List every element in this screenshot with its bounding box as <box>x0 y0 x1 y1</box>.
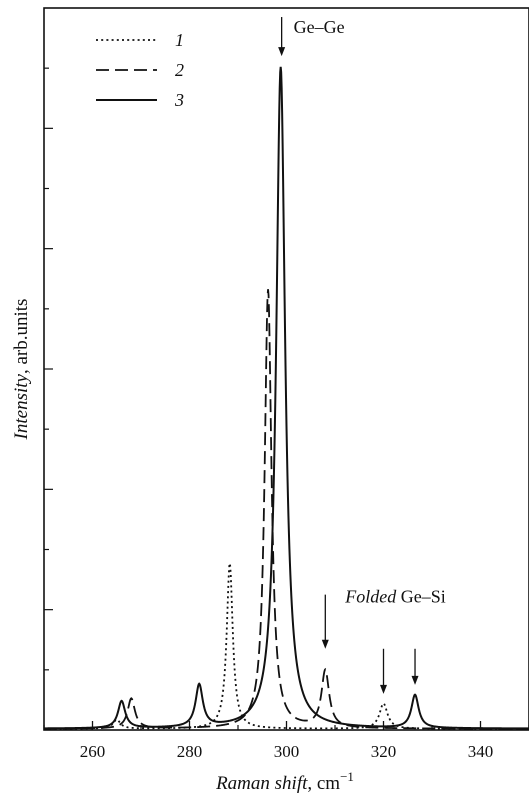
annotation-label: Ge–Ge <box>294 17 345 37</box>
x-axis-label-sup: −1 <box>340 769 354 784</box>
y-axis-label: Intensity, arb.units <box>11 299 32 441</box>
x-axis-label-rest: , cm <box>307 773 340 794</box>
legend-label-3: 3 <box>174 90 184 110</box>
x-tick-label: 260 <box>80 742 106 761</box>
annotation-layer: Ge–Ge Folded Ge–Si <box>278 17 446 694</box>
annotation-label-text: Ge–Si <box>396 587 446 607</box>
x-axis-label-italic: Raman shift <box>215 773 308 794</box>
x-tick-label: 340 <box>468 742 494 761</box>
x-tick-label: 300 <box>274 742 300 761</box>
y-axis-label-rest: , arb.units <box>11 299 32 374</box>
series-line-3 <box>43 66 529 730</box>
series-line-2 <box>44 289 529 730</box>
annotation-label-italic: Folded <box>344 587 397 607</box>
annotation-arrowhead <box>380 684 387 694</box>
series-line-1 <box>43 563 529 730</box>
legend-label-2: 2 <box>175 60 184 80</box>
annotation-arrowhead <box>278 47 286 57</box>
annotation-label-text: Ge–Ge <box>294 17 345 37</box>
x-tick-label: 320 <box>371 742 397 761</box>
legend-label-1: 1 <box>175 30 184 50</box>
annotation-arrowhead <box>411 675 419 685</box>
y-axis-label-italic: Intensity <box>11 373 32 440</box>
legend: 1 2 3 <box>96 30 184 110</box>
x-axis-label: Raman shift, cm−1 <box>215 769 354 794</box>
annotation-arrowhead <box>321 639 329 649</box>
series-layer <box>43 66 529 730</box>
annotation-label: Folded Ge–Si <box>344 587 446 607</box>
x-tick-label: 280 <box>177 742 203 761</box>
axis-ticks: 260 280 300 320 340 <box>43 67 529 761</box>
